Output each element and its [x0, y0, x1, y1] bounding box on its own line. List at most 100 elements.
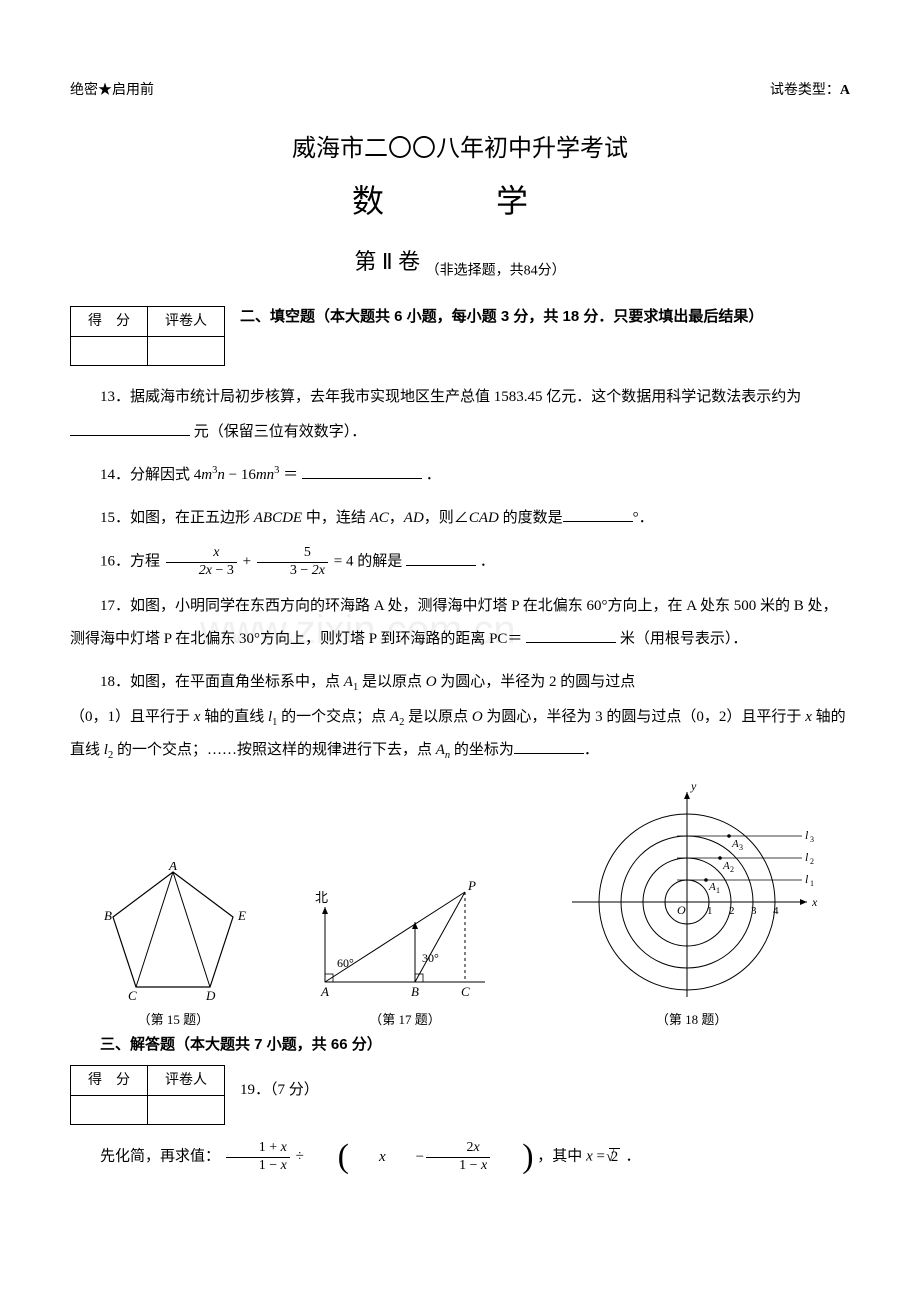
score-col-2: 得 分 [71, 1065, 148, 1095]
score-table: 得 分 评卷人 [70, 306, 225, 366]
q14-m1: m [201, 467, 212, 483]
q19-frac2: 2x 1 − x [426, 1140, 490, 1175]
svg-text:4: 4 [773, 905, 779, 917]
q18-post: ． [584, 742, 599, 758]
q13: 13．据威海市统计局初步核算，去年我市实现地区生产总值 1583.45 亿元．这… [70, 381, 850, 414]
q19-f1n: 1 + x [226, 1140, 290, 1158]
svg-text:B: B [104, 908, 112, 923]
section2-block: 得 分 评卷人 二、填空题（本大题共 6 小题，每小题 3 分，共 18 分．只… [70, 306, 850, 366]
q15-mid: 中，连结 [302, 510, 370, 526]
q13-text: 13．据威海市统计局初步核算，去年我市实现地区生产总值 1583.45 亿元．这… [100, 389, 801, 405]
svg-text:l: l [805, 872, 809, 886]
svg-text:A: A [731, 838, 739, 850]
fig15-cap: （第 15 题） [98, 1010, 248, 1030]
q16-num2: 5 [257, 545, 328, 563]
score-blank-2 [71, 1095, 148, 1124]
svg-text:A: A [168, 862, 177, 873]
q18-2b: 轴的直线 [200, 709, 268, 725]
q14-pre: 14．分解因式 [100, 467, 194, 483]
q19-mid: ，其中 [537, 1149, 586, 1165]
volume-sub: （非选择题，共84分） [426, 263, 566, 278]
svg-text:北: 北 [315, 890, 328, 905]
svg-text:1: 1 [707, 905, 713, 917]
q19-x-eq: x [586, 1149, 593, 1165]
svg-text:E: E [237, 908, 246, 923]
svg-text:1: 1 [716, 886, 720, 895]
q15-ac: AC [370, 510, 389, 526]
q19-div: ÷ [296, 1149, 308, 1165]
svg-text:3: 3 [739, 843, 743, 852]
svg-text:60°: 60° [337, 956, 354, 970]
q15-cad: CAD [469, 510, 499, 526]
score-table-2: 得 分 评卷人 [70, 1065, 225, 1125]
q18-O2: O [472, 709, 483, 725]
q17-blank [526, 627, 616, 643]
q15-comma: ， [389, 510, 404, 526]
q18-2h: 的坐标为 [450, 742, 514, 758]
fig15-wrap: A B C D E （第 15 题） [98, 862, 248, 1029]
q19-f2n: 2x [426, 1140, 490, 1158]
score-blank [71, 337, 148, 366]
q18-2c: 的一个交点；点 [277, 709, 390, 725]
svg-text:B: B [411, 984, 419, 999]
header-left: 绝密★启用前 [70, 80, 154, 101]
q13-blank [70, 420, 190, 436]
q19-paren: ( x − 2x 1 − x ) [308, 1140, 534, 1175]
q18-A2: A [390, 709, 399, 725]
svg-text:1: 1 [810, 879, 814, 888]
svg-text:2: 2 [810, 857, 814, 866]
q18-blank [514, 738, 584, 754]
q19-minus: − [386, 1141, 424, 1174]
q19-post: ． [625, 1149, 640, 1165]
q14-eq: ＝ [283, 467, 298, 483]
q19: 先化简，再求值： 1 + x 1 − x ÷ ( x − 2x 1 − x ) … [70, 1140, 850, 1175]
triangle-svg: 北 60° 30° A B C P [305, 862, 505, 1002]
q16-post: ． [480, 554, 495, 570]
svg-text:A: A [708, 881, 716, 893]
q14-n1: n [217, 467, 225, 483]
q17: 17．如图，小明同学在东西方向的环海路 A 处，测得海中灯塔 P 在北偏东 60… [70, 590, 850, 656]
q16-plus: + [243, 554, 255, 570]
grader-col-2: 评卷人 [148, 1065, 225, 1095]
q14-minus: − 16 [225, 467, 256, 483]
header-right: 试卷类型：A [770, 80, 850, 101]
q16-den1: 2x − 3 [166, 563, 237, 580]
section2-heading: 二、填空题（本大题共 6 小题，每小题 3 分，共 18 分．只要求填出最后结果… [240, 308, 763, 325]
q14-post: ． [426, 467, 441, 483]
svg-text:30°: 30° [422, 951, 439, 965]
svg-text:D: D [205, 988, 216, 1002]
q18-cont: （0，1）且平行于 x 轴的直线 l1 的一个交点；点 A2 是以原点 O 为圆… [70, 701, 850, 767]
q18-2e: 为圆心，半径为 3 的圆与过点（0，2）且平行于 [483, 709, 806, 725]
q15: 15．如图，在正五边形 ABCDE 中，连结 AC，AD，则∠CAD 的度数是°… [70, 502, 850, 535]
q15-pre: 15．如图，在正五边形 [100, 510, 254, 526]
svg-text:3: 3 [810, 835, 814, 844]
q18-b: 是以原点 [358, 674, 426, 690]
q18: 18．如图，在平面直角坐标系中，点 A1 是以原点 O 为圆心，半径为 2 的圆… [70, 666, 850, 699]
q18-a: 18．如图，在平面直角坐标系中，点 [100, 674, 344, 690]
q16-blank [406, 550, 476, 566]
fig18-wrap: O 1 2 3 4 x y A1 A2 A3 l1 l2 l3 （第 18 题） [562, 782, 822, 1029]
circles-svg: O 1 2 3 4 x y A1 A2 A3 l1 l2 l3 [562, 782, 822, 1002]
rparen-icon: ) [492, 1140, 533, 1174]
svg-text:O: O [677, 903, 686, 917]
q16-frac1: x2x − 3 [166, 545, 237, 580]
svg-text:A: A [320, 984, 329, 999]
score-col: 得 分 [71, 307, 148, 337]
pentagon-svg: A B C D E [98, 862, 248, 1002]
header-row: 绝密★启用前 试卷类型：A [70, 80, 850, 101]
title-line3: 第 Ⅱ 卷 （非选择题，共84分） [70, 245, 850, 281]
svg-text:2: 2 [729, 905, 735, 917]
svg-text:3: 3 [751, 905, 757, 917]
lparen-icon: ( [308, 1140, 349, 1174]
fig17-cap: （第 17 题） [305, 1010, 505, 1030]
q15-ad: AD [404, 510, 424, 526]
svg-text:y: y [690, 782, 697, 793]
q18-x2: x [805, 709, 812, 725]
section3-heading: 三、解答题（本大题共 7 小题，共 66 分） [100, 1034, 850, 1057]
q15-blank [563, 506, 633, 522]
grader-blank [148, 337, 225, 366]
volume-label: 第 Ⅱ 卷 [354, 249, 420, 274]
figure-row: A B C D E （第 15 题） 北 60° 30° A B C P [70, 782, 850, 1029]
q15-degunit: °． [633, 510, 654, 526]
q13-unit: 元（保留三位有效数字）． [194, 424, 367, 440]
